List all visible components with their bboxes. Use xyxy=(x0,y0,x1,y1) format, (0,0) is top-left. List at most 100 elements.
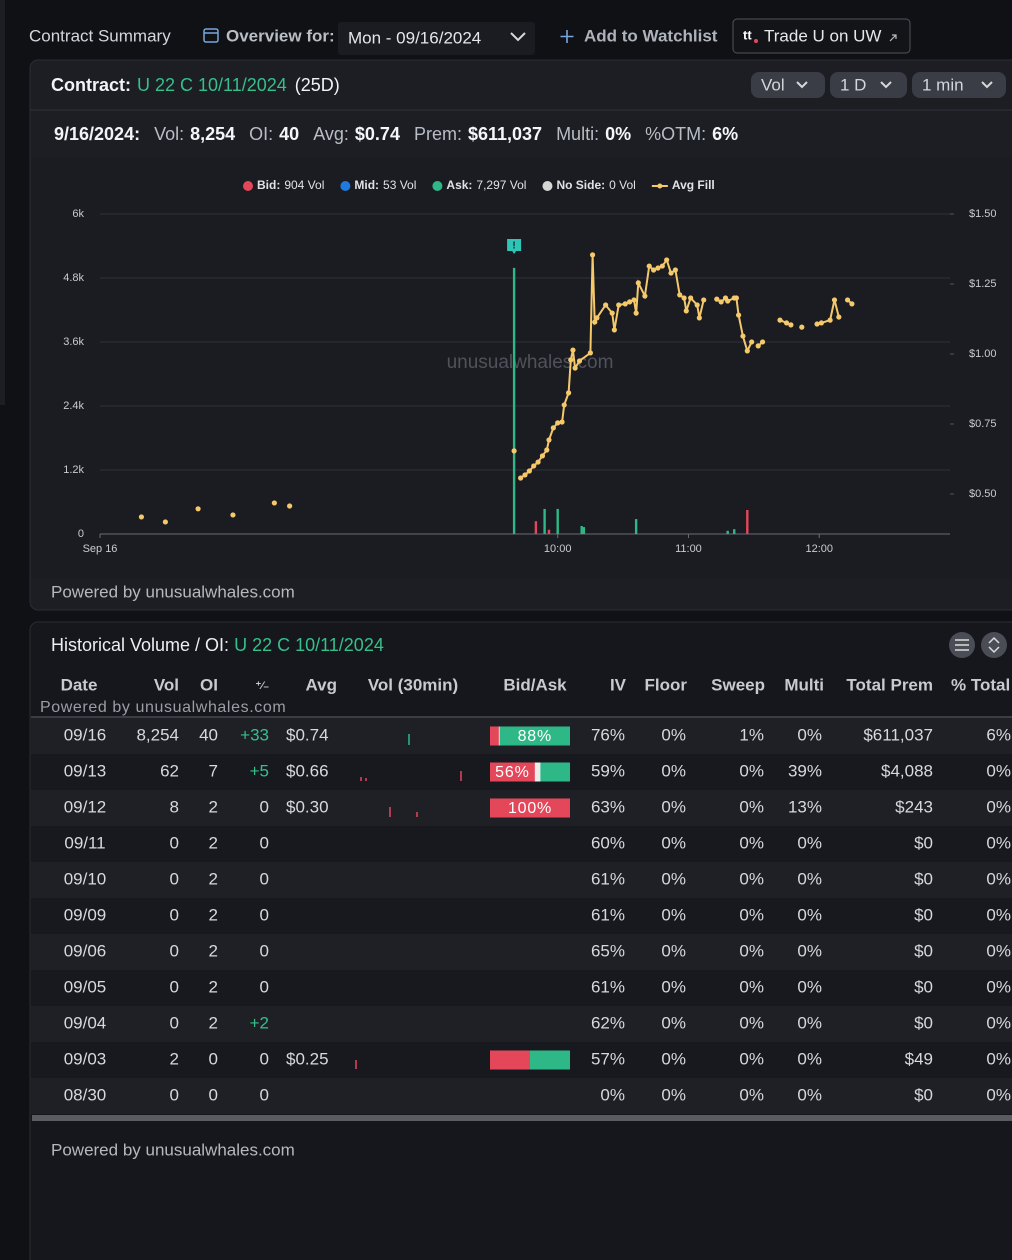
cell-floor: 0% xyxy=(661,1049,686,1068)
cell-change: 0 xyxy=(260,833,269,852)
cell-sweep: 0% xyxy=(739,833,764,852)
cell-floor: 0% xyxy=(661,905,686,924)
avg-fill-point xyxy=(603,302,609,308)
legend-name: Mid: xyxy=(354,178,379,192)
cell-multi: 0% xyxy=(797,1013,822,1032)
legend-name: Ask: xyxy=(446,178,472,192)
watchlist-button[interactable]: Add to Watchlist xyxy=(560,26,718,45)
avg-fill-point xyxy=(572,365,578,371)
avg-fill-point xyxy=(555,420,561,426)
cell-multi: 13% xyxy=(788,797,822,816)
cell-date: 09/10 xyxy=(64,869,107,888)
cell-total-prem: $0 xyxy=(914,905,933,924)
cell-floor: 0% xyxy=(661,977,686,996)
select-value[interactable]: 1 min xyxy=(922,75,964,94)
avg-fill-point xyxy=(650,267,657,273)
cell-iv: 61% xyxy=(591,869,625,888)
column-header: % Total xyxy=(951,675,1010,694)
cell-sweep: 0% xyxy=(739,1085,764,1104)
bid-share xyxy=(490,726,499,746)
x-tick-label: 10:00 xyxy=(544,543,572,555)
avg-fill-point xyxy=(725,298,731,304)
row-band xyxy=(31,1078,1012,1114)
x-tick-label: 11:00 xyxy=(675,543,702,555)
avg-fill-point xyxy=(733,295,740,301)
side-panel-edge xyxy=(0,0,5,405)
row-band xyxy=(31,970,1012,1006)
contract-heading: Contract: U 22 C 10/11/2024 (25D) xyxy=(51,75,340,95)
select-box[interactable] xyxy=(830,72,907,98)
bid-share xyxy=(490,1050,530,1070)
avg-fill-point xyxy=(544,447,550,453)
cell-oi: 40 xyxy=(199,725,218,744)
avg-fill-point xyxy=(287,503,293,509)
cell-iv: 61% xyxy=(591,905,625,924)
legend-value: 904 Vol xyxy=(284,178,324,192)
cell-floor: 0% xyxy=(661,869,686,888)
trade-button-box[interactable] xyxy=(732,18,911,54)
avg-fill-point xyxy=(681,295,687,301)
logo-dot xyxy=(754,39,758,43)
cell-pct-total: 0% xyxy=(986,1013,1011,1032)
volume-bar xyxy=(512,267,516,534)
bid-ask-label: 88% xyxy=(518,728,552,745)
legend-value: 7,297 Vol xyxy=(476,178,526,192)
avg-fill-point xyxy=(531,463,537,469)
trade-button[interactable]: tt Trade U on UW xyxy=(732,18,911,54)
column-header: Total Prem xyxy=(846,675,933,694)
row-band xyxy=(31,934,1012,970)
cell-pct-total: 6% xyxy=(986,725,1011,744)
avg-fill-point xyxy=(696,315,702,321)
bid-share xyxy=(490,798,570,818)
avg-fill-point xyxy=(664,257,670,263)
select-value[interactable]: 1 D xyxy=(840,75,866,94)
legend-value: 0 Vol xyxy=(609,178,636,192)
date-select[interactable]: Mon - 09/16/2024 xyxy=(338,22,535,55)
history-title: Historical Volume / OI: xyxy=(51,635,229,655)
column-header: Vol (30min) xyxy=(368,675,458,694)
cell-total-prem: $0 xyxy=(914,833,933,852)
cell-sweep: 0% xyxy=(739,977,764,996)
volume-bar xyxy=(556,508,559,534)
legend-name: Bid: xyxy=(257,178,280,192)
date-select-value[interactable]: Mon - 09/16/2024 xyxy=(348,28,481,47)
scrollbar[interactable] xyxy=(32,1115,1012,1121)
legend-swatch-dot xyxy=(657,183,663,189)
watchlist-label[interactable]: Add to Watchlist xyxy=(584,26,718,45)
cell-vol: 0 xyxy=(170,905,179,924)
avg-fill-point xyxy=(589,252,596,258)
avg-fill-point xyxy=(565,390,572,396)
select-value[interactable]: Vol xyxy=(761,75,785,94)
avg-fill-point xyxy=(827,317,833,323)
select-box[interactable] xyxy=(751,72,825,98)
column-header: Floor xyxy=(645,675,688,694)
avg-fill-point xyxy=(646,263,652,269)
cell-floor: 0% xyxy=(661,1085,686,1104)
trade-label[interactable]: Trade U on UW xyxy=(764,26,881,45)
volume-bar xyxy=(547,529,551,534)
cell-vol: 0 xyxy=(170,1085,179,1104)
cell-floor: 0% xyxy=(661,1013,686,1032)
cell-change: 0 xyxy=(260,797,269,816)
stat-value: 0% xyxy=(605,124,631,144)
avg-fill-point xyxy=(609,310,615,316)
avg-fill-point xyxy=(799,324,805,330)
date-select-box[interactable] xyxy=(338,22,535,55)
avg-fill-point xyxy=(814,321,820,327)
avg-fill-point xyxy=(655,265,661,271)
cell-vol: 0 xyxy=(170,833,179,852)
overview-label: Overview for: xyxy=(226,26,335,45)
avg-fill-point xyxy=(592,319,598,325)
column-header: Bid/Ask xyxy=(503,675,567,694)
volume-bar xyxy=(534,521,538,534)
sort-button[interactable] xyxy=(981,632,1007,658)
cell-sweep: 0% xyxy=(739,1049,764,1068)
avg-fill-point xyxy=(526,468,532,474)
stat-value: $0.74 xyxy=(355,124,400,144)
volume-bar xyxy=(634,519,638,534)
table-watermark: Powered by unusualwhales.com xyxy=(40,699,286,716)
cell-pct-total: 0% xyxy=(986,941,1011,960)
cell-multi: 0% xyxy=(797,869,822,888)
select-box[interactable] xyxy=(912,72,1006,98)
avg-fill-point xyxy=(162,519,168,525)
